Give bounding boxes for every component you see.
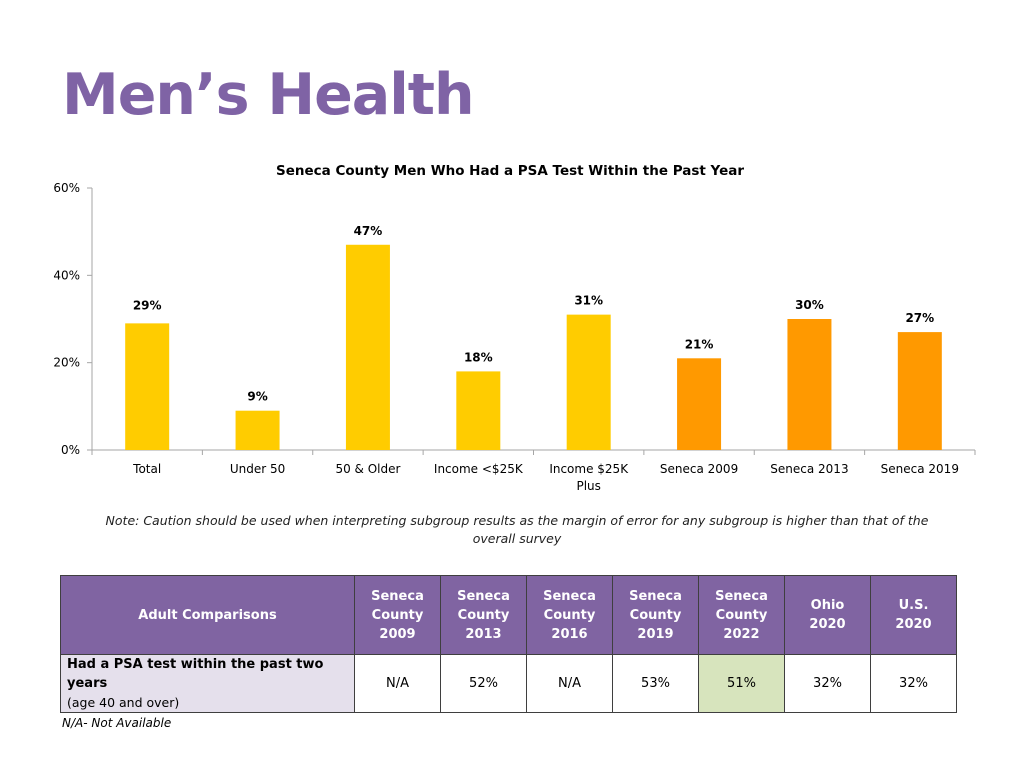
page-title: Men’s Health bbox=[62, 62, 475, 128]
table-column-header: Seneca County 2013 bbox=[440, 575, 527, 655]
bar-value-label: 27% bbox=[905, 311, 934, 325]
bar bbox=[345, 244, 390, 450]
category-label: Seneca 2013 bbox=[770, 462, 848, 476]
table-header-label: Adult Comparisons bbox=[60, 575, 355, 655]
category-label: Seneca 2019 bbox=[881, 462, 959, 476]
table-cell: 32% bbox=[870, 654, 957, 713]
bar-value-label: 29% bbox=[133, 298, 162, 312]
table-header-row: Adult Comparisons Seneca County 2009 Seneca… bbox=[60, 575, 957, 655]
table-cell: N/A bbox=[526, 654, 613, 713]
table-column-header: Seneca County 2009 bbox=[354, 575, 441, 655]
bar bbox=[897, 332, 942, 450]
bar-labels: 29% 9% 47% 18% 31% 21% 30% 27% bbox=[133, 224, 934, 404]
table-column-header: Seneca County 2016 bbox=[526, 575, 613, 655]
bar-value-label: 9% bbox=[247, 390, 267, 404]
bar bbox=[125, 323, 170, 450]
bar bbox=[787, 319, 832, 450]
bar-value-label: 18% bbox=[464, 350, 493, 364]
category-label: Income $25K Plus bbox=[549, 462, 629, 493]
category-label: Total bbox=[132, 462, 161, 476]
category-label: Income <$25K bbox=[434, 462, 524, 476]
bar-value-label: 31% bbox=[574, 294, 603, 308]
bar-value-label: 21% bbox=[685, 337, 714, 351]
y-tick-label: 20% bbox=[53, 356, 80, 370]
y-tick-label: 60% bbox=[53, 181, 80, 195]
bar bbox=[677, 358, 722, 450]
category-labels: Total Under 50 50 & Older Income <$25K Incom… bbox=[132, 462, 959, 493]
category-label: 50 & Older bbox=[335, 462, 400, 476]
y-axis: 0% 20% 40% 60% bbox=[53, 181, 93, 457]
bar bbox=[566, 314, 611, 450]
row-label-sub: (age 40 and over) bbox=[67, 695, 180, 710]
table-column-header: U.S. 2020 bbox=[870, 575, 957, 655]
table-cell: 53% bbox=[612, 654, 699, 713]
chart-title: Seneca County Men Who Had a PSA Test Wit… bbox=[276, 163, 744, 179]
y-tick-label: 0% bbox=[61, 443, 80, 457]
table-cell: 51% bbox=[698, 654, 785, 713]
x-axis bbox=[91, 449, 976, 455]
table-column-header: Seneca County 2022 bbox=[698, 575, 785, 655]
adult-comparisons-table: Adult Comparisons Seneca County 2009 Seneca… bbox=[60, 575, 957, 713]
row-label-main: Had a PSA test within the past two years bbox=[67, 657, 324, 691]
footnote: N/A- Not Available bbox=[62, 716, 172, 730]
table-column-header: Ohio 2020 bbox=[784, 575, 871, 655]
bars bbox=[125, 244, 942, 450]
bar bbox=[235, 410, 280, 450]
table-column-header: Seneca County 2019 bbox=[612, 575, 699, 655]
table-cell: 32% bbox=[784, 654, 871, 713]
psa-bar-chart: Seneca County Men Who Had a PSA Test Wit… bbox=[53, 163, 976, 493]
table-cell: 52% bbox=[440, 654, 527, 713]
bar bbox=[456, 371, 501, 450]
chart-note: Note: Caution should be used when interp… bbox=[105, 513, 929, 546]
table-row: Had a PSA test within the past two years… bbox=[60, 654, 957, 713]
category-label: Seneca 2009 bbox=[660, 462, 738, 476]
table-body: Had a PSA test within the past two years… bbox=[60, 654, 957, 713]
bar-value-label: 47% bbox=[354, 224, 383, 238]
row-label: Had a PSA test within the past two years… bbox=[60, 654, 355, 713]
category-label: Under 50 bbox=[230, 462, 285, 476]
table-cell: N/A bbox=[354, 654, 441, 713]
bar-value-label: 30% bbox=[795, 298, 824, 312]
y-tick-label: 40% bbox=[53, 268, 80, 282]
